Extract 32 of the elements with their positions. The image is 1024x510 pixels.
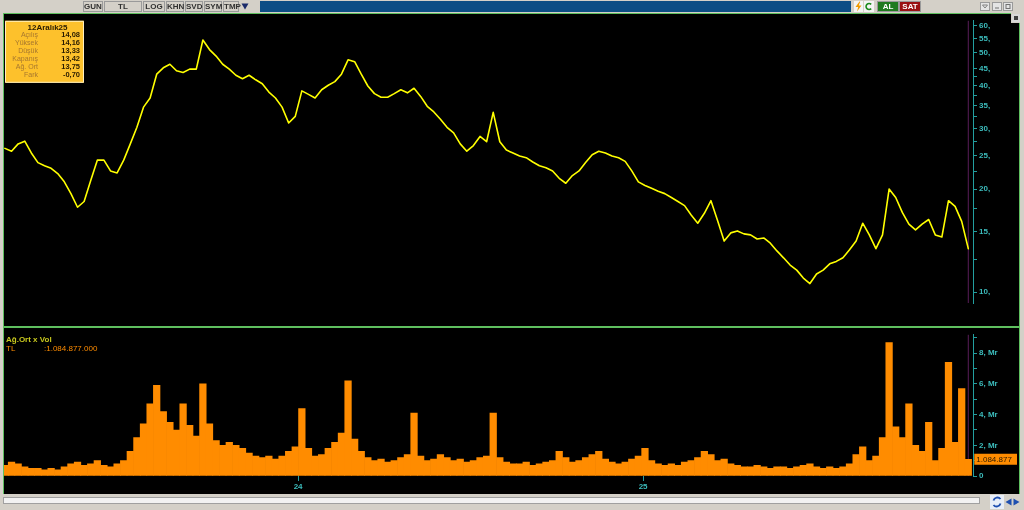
annotation: 12Aralık25 [27,22,69,32]
y-tick-label: 2, Mr [979,440,998,450]
y-tick-label: 25, [979,151,991,161]
y-tick-label: 10, [979,287,991,297]
y-tick-label: 8, Mr [979,348,998,358]
toolbar-button: LOG [143,1,165,12]
y-tick-label: 45, [979,63,991,73]
toolbar-button: TMP [223,1,239,12]
annotation: :1.084.877.000 [44,344,98,353]
annotation: TL [6,344,16,353]
chart-title: Ağ.Ort x Vol [6,335,52,344]
y-tick-label: 0 [979,471,984,481]
y-tick-label: 6, Mr [979,379,998,389]
y-tick-label: 55, [979,33,991,43]
toolbar-button: SYM [204,1,222,12]
toolbar-button: SAT [899,1,921,12]
y-tick-label: 60, [979,20,991,30]
y-tick-label: 20, [979,184,991,194]
annotation: 1.084.877 [976,455,1013,465]
y-tick-label: 35, [979,101,991,111]
toolbar-button: SVD [185,1,203,12]
y-tick-label: 4, Mr [979,409,998,419]
toolbar-button: TL [104,1,142,12]
y-tick-label: 15, [979,227,991,237]
y-tick-label: 40, [979,81,991,91]
x-tick-label: 25 [638,482,649,491]
toolbar-button: GUN [83,1,103,12]
y-tick-label: 30, [979,123,991,133]
toolbar-button: KHN [166,1,184,12]
toolbar-button: AL [877,1,899,12]
y-tick-label: 50, [979,48,991,57]
x-tick-label: 24 [293,482,304,491]
